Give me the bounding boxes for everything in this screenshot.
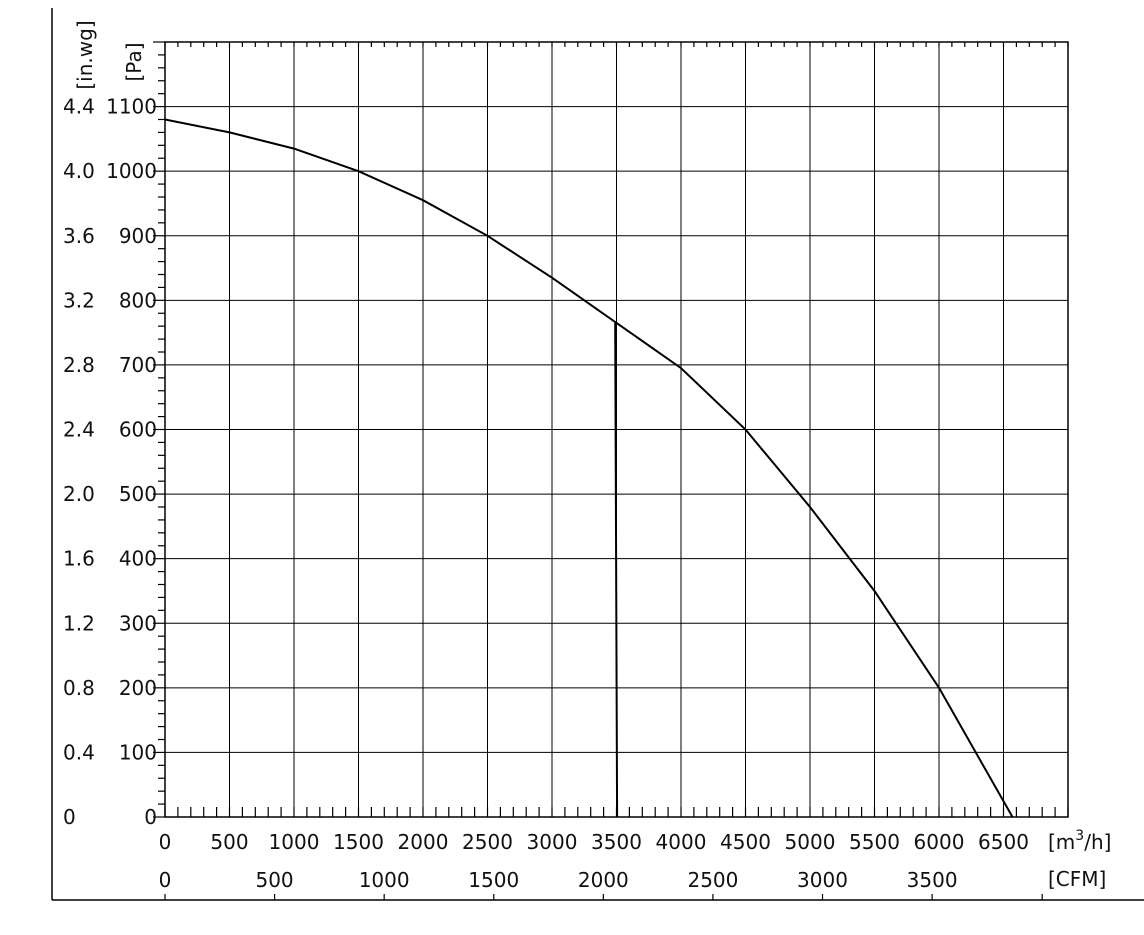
y-tick-label: 700 [119,353,157,377]
y2-tick-label: 0.8 [63,676,95,700]
y-tick-label: 800 [119,288,157,312]
x2-tick-label: 500 [255,868,293,892]
y2-tick-label: 1.2 [63,611,95,635]
y2-tick-label: 4.4 [63,95,95,119]
x-tick-label: 2500 [462,830,513,854]
x-axis-label-base: [m [1048,830,1075,854]
x2-tick-label: 3000 [797,868,848,892]
y-tick-label: 500 [119,482,157,506]
y-tick-label: 600 [119,418,157,442]
y2-tick-label: 0.4 [63,740,95,764]
y2-tick-label: 1.6 [63,547,95,571]
y-tick-label: 300 [119,611,157,635]
y2-tick-label: 0 [63,805,76,829]
x-tick-label: 1500 [333,830,384,854]
y-axis-label: [Pa] [122,42,146,81]
x-tick-label: 4000 [656,830,707,854]
y2-tick-label: 4.0 [63,159,95,183]
series-line-2 [614,322,619,818]
series-layer [164,118,1014,818]
x-axis-label-sup: 3 [1075,828,1084,844]
x2-tick-label: 2000 [578,868,629,892]
x-axis-label: [m3/h] [1048,828,1111,854]
y2-tick-label: 2.8 [63,353,95,377]
axis-frame [51,8,1144,901]
tick-labels: 0 500 1000 1500 2000 2500 3000 3500 4000 4500 5000… [63,95,1029,892]
x-axis-label-tail: /h] [1084,830,1111,854]
x-tick-label: 2000 [398,830,449,854]
x2-tick-label: 1000 [359,868,410,892]
x2-tick-label: 3500 [907,868,958,892]
x2-tick-label: 2500 [687,868,738,892]
y2-axis-label: [in.wg] [73,20,97,89]
x-tick-label: 6000 [914,830,965,854]
series-line-1 [164,118,1014,818]
x-tick-label: 3500 [591,830,642,854]
y-tick-label: 900 [119,224,157,248]
y-tick-label: 100 [119,740,157,764]
x-tick-label: 5500 [849,830,900,854]
x-tick-label: 0 [159,830,172,854]
x2-tick-label: 0 [159,868,172,892]
y2-tick-label: 3.2 [63,288,95,312]
x-tick-label: 3000 [527,830,578,854]
y-tick-label: 400 [119,547,157,571]
y2-tick-label: 2.4 [63,418,95,442]
x2-axis-label: [CFM] [1048,867,1106,891]
y-tick-label: 0 [144,805,157,829]
x-tick-label: 4500 [720,830,771,854]
y2-tick-label: 3.6 [63,224,95,248]
x-tick-label: 500 [210,830,248,854]
x-tick-label: 1000 [269,830,320,854]
y-tick-label: 1100 [106,95,157,119]
y-tick-label: 200 [119,676,157,700]
x2-tick-label: 1500 [468,868,519,892]
x-tick-label: 6500 [978,830,1029,854]
x-tick-label: 5000 [785,830,836,854]
y-tick-label: 1000 [106,159,157,183]
y2-tick-label: 2.0 [63,482,95,506]
